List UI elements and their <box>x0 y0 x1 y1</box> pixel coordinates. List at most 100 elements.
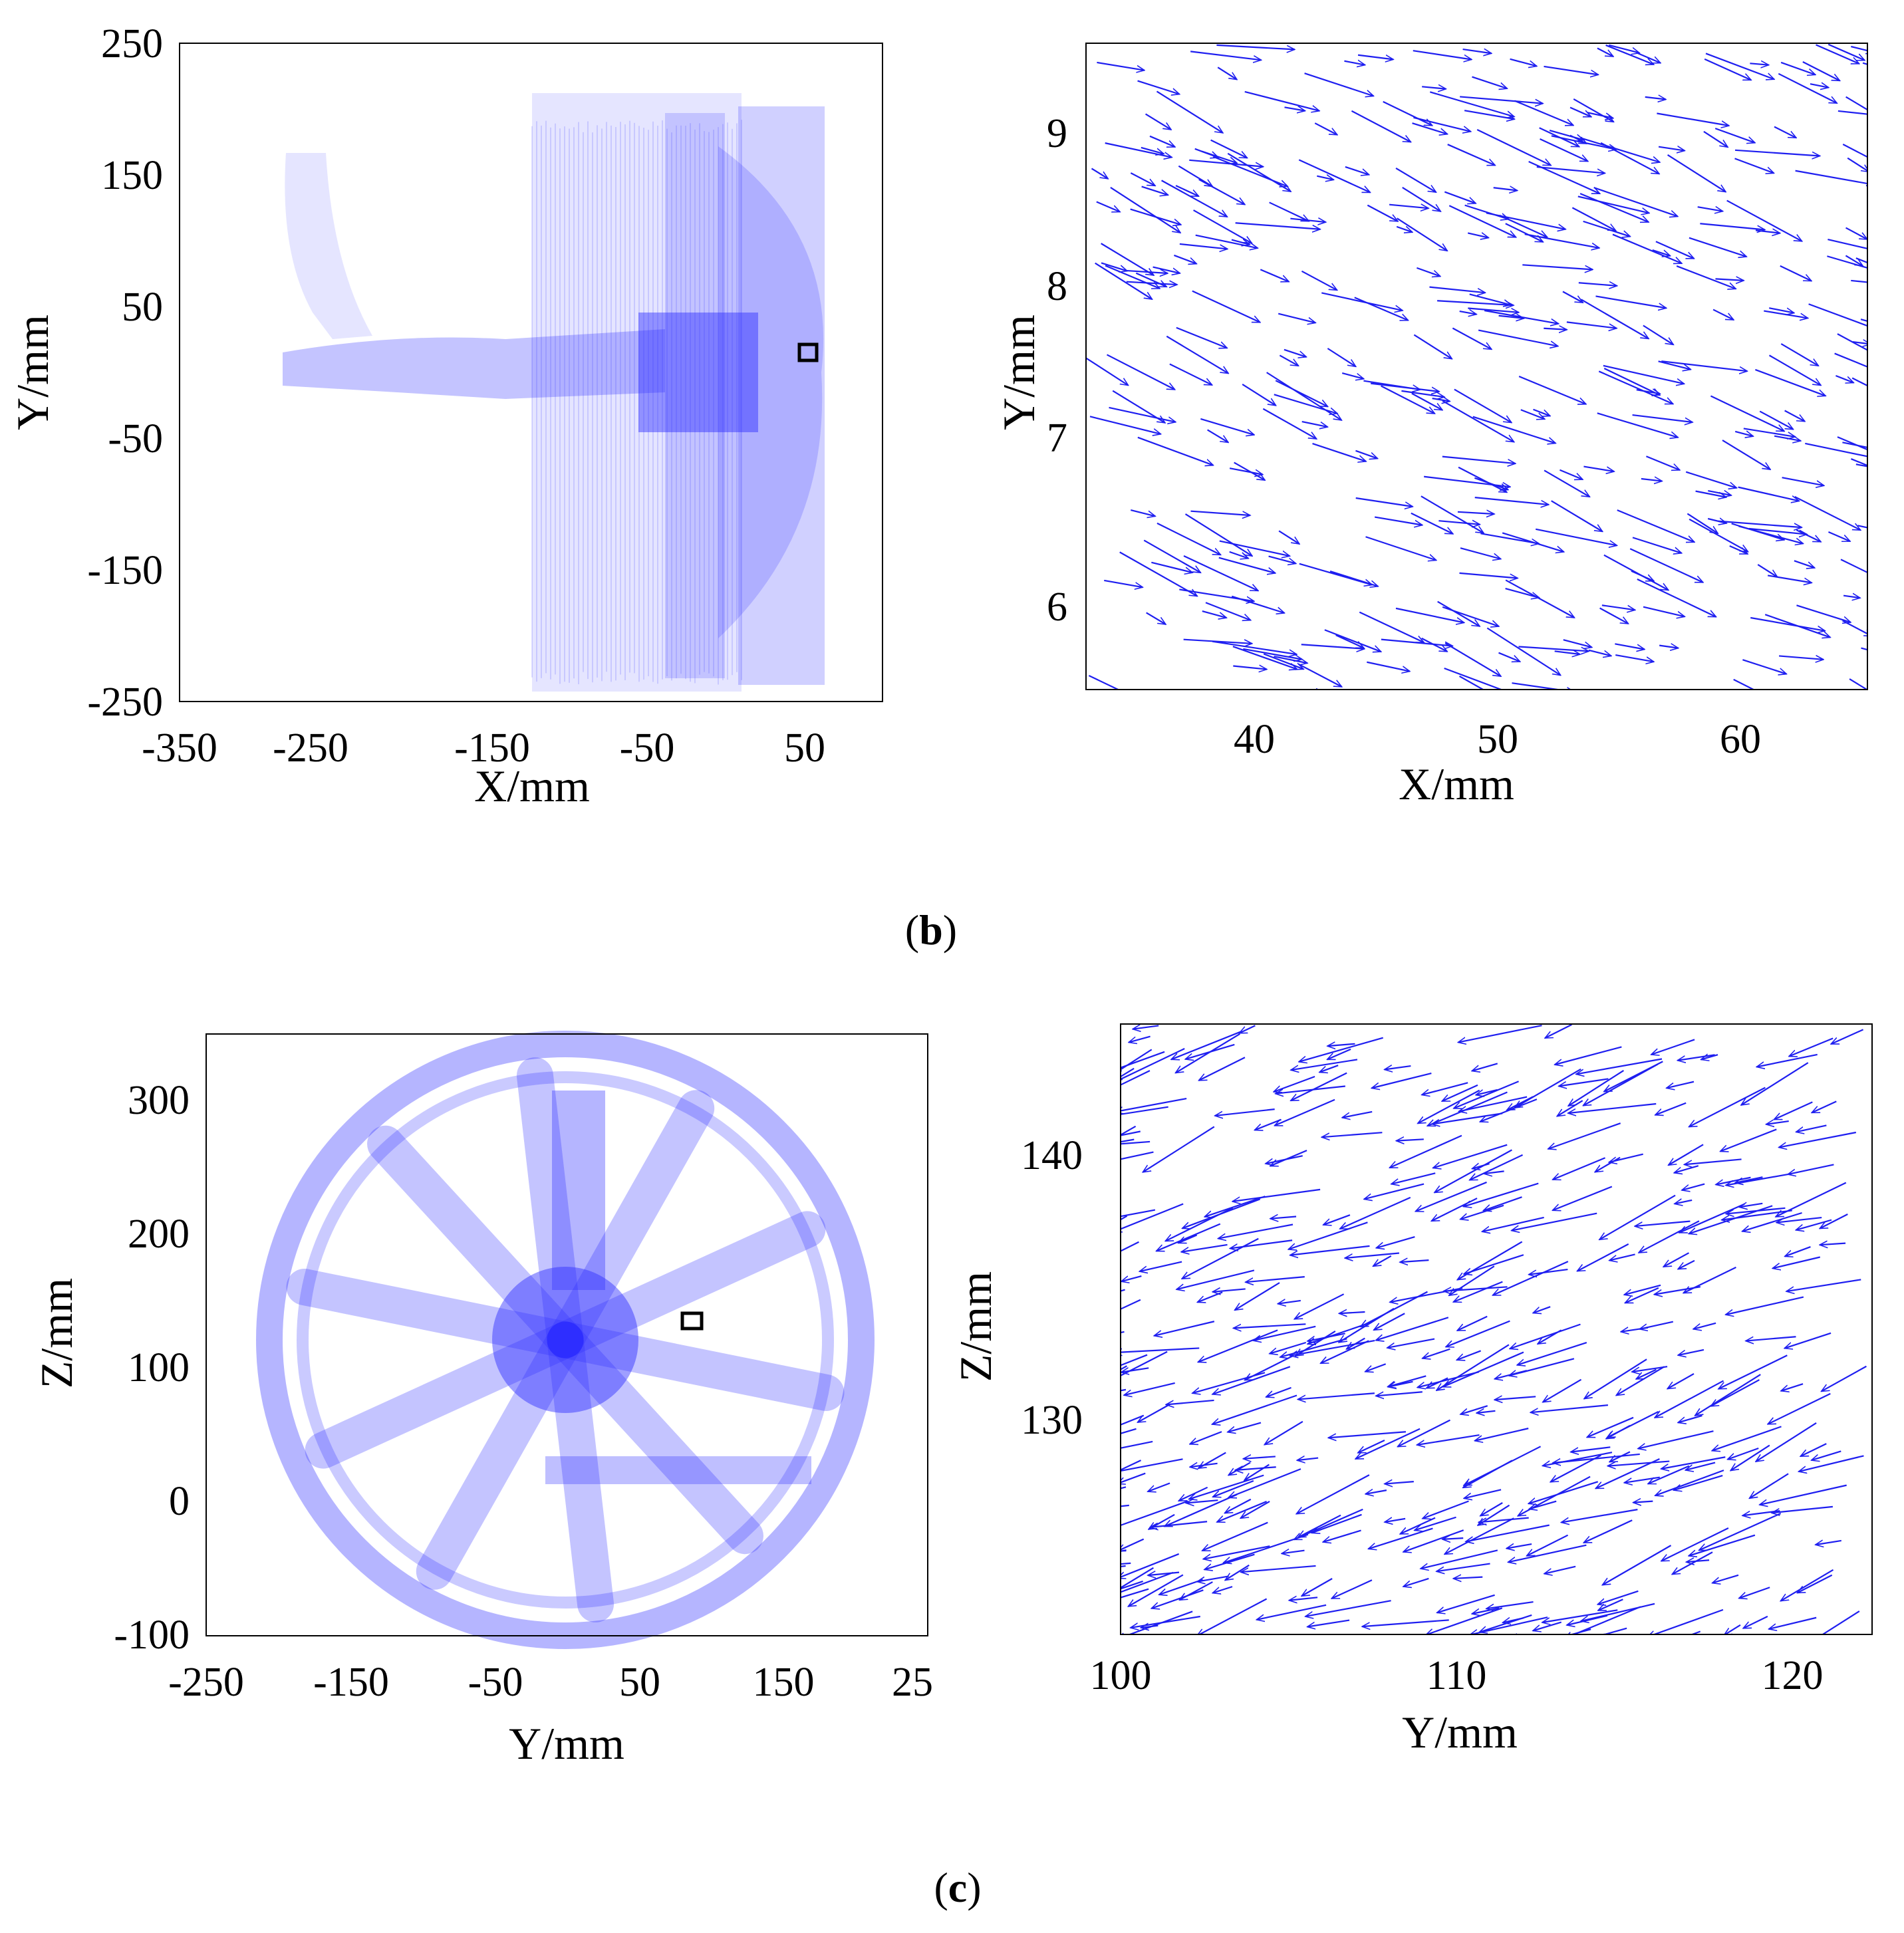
vector-arrow <box>1851 458 1867 467</box>
vector-arrow <box>1855 257 1867 264</box>
vector-arrow <box>1789 1037 1834 1057</box>
vector-arrow <box>1176 1269 1255 1289</box>
vector-arrow <box>1480 1502 1503 1516</box>
vector-arrow <box>1530 1404 1608 1412</box>
cloud-region <box>665 113 725 678</box>
tick-label: 0 <box>169 1479 190 1524</box>
vector-arrow <box>1156 90 1222 132</box>
vector-arrow <box>1192 1372 1266 1393</box>
vector-arrow <box>1225 1564 1250 1581</box>
vector-arrow <box>1192 290 1260 323</box>
vector-arrow <box>1171 1030 1242 1060</box>
vector-arrow <box>1246 1276 1305 1282</box>
tick-label: -50 <box>468 1660 523 1705</box>
vector-arrow <box>1743 1615 1768 1629</box>
vector-arrow <box>1726 199 1802 242</box>
vector-arrow <box>1128 1574 1184 1607</box>
vector-arrow <box>1550 1454 1601 1483</box>
tick-label: 60 <box>1720 717 1761 762</box>
vector-arrow <box>1230 1239 1293 1248</box>
vector-arrow <box>1700 223 1765 229</box>
vector-arrow <box>1321 292 1403 311</box>
vector-arrow <box>1480 1098 1538 1122</box>
vector-arrow <box>1704 58 1751 81</box>
vector-arrow <box>1463 1182 1539 1207</box>
vector-arrow <box>1436 1563 1490 1572</box>
vector-arrow <box>1340 1196 1411 1230</box>
vector-arrow <box>1517 1341 1587 1365</box>
y-ticks: 9 8 7 6 <box>1047 111 1067 630</box>
vector-arrow <box>1437 300 1514 305</box>
vector-arrow <box>1260 269 1289 283</box>
vector-arrow <box>1148 1573 1180 1575</box>
vector-arrow <box>1624 1476 1660 1483</box>
vector-arrow <box>1232 646 1297 669</box>
vector-arrow <box>1593 187 1678 216</box>
vector-arrow <box>1774 126 1796 139</box>
vector-arrow <box>1193 209 1252 243</box>
vector-arrow <box>1602 1545 1672 1585</box>
vector-arrow <box>1328 1431 1407 1438</box>
vector-arrow <box>1228 1422 1262 1432</box>
vector-arrow <box>1411 392 1442 411</box>
tick-label: -150 <box>313 1660 389 1705</box>
vector-arrow <box>1268 555 1296 564</box>
vector-arrow <box>1851 45 1867 53</box>
vector-arrow <box>1137 80 1180 94</box>
vector-arrow <box>1218 557 1276 573</box>
vector-arrow <box>1810 84 1829 87</box>
vector-arrow <box>1411 512 1453 535</box>
vector-arrow <box>1195 234 1258 248</box>
vector-arrow <box>1467 233 1488 237</box>
spoke <box>547 1090 715 1358</box>
vector-arrow <box>1459 572 1518 579</box>
vector-arrow <box>1331 1579 1373 1599</box>
vector-arrow <box>1121 1138 1135 1143</box>
vector-arrow <box>1129 1035 1151 1043</box>
vector-arrow <box>1218 1224 1293 1238</box>
cloud-region <box>738 106 825 685</box>
vector-arrow <box>1828 531 1850 543</box>
vector-arrow <box>1766 1121 1789 1124</box>
vector-arrow <box>1121 1049 1153 1071</box>
chart-c-overview: -250 -150 -50 50 150 25 300 200 100 0 -1… <box>31 1031 933 1769</box>
vector-arrow <box>1219 540 1290 557</box>
vector-arrow <box>1633 1501 1653 1503</box>
vector-arrow <box>1571 207 1615 231</box>
vector-arrow <box>1689 237 1746 257</box>
vector-arrow <box>1655 241 1694 259</box>
vector-arrow <box>1768 354 1821 385</box>
vector-arrow <box>1795 170 1867 185</box>
x-axis-label: Y/mm <box>1402 1707 1518 1757</box>
vector-arrow <box>1397 217 1448 251</box>
vector-arrow <box>1683 1266 1736 1294</box>
vector-arrow <box>1197 1598 1268 1634</box>
plot-frame <box>1085 43 1868 690</box>
vector-arrow <box>1121 1299 1141 1310</box>
vector-arrow <box>1480 533 1539 543</box>
vector-arrow <box>1756 1422 1817 1462</box>
vector-arrow <box>1470 1154 1524 1181</box>
vector-arrow <box>1307 1619 1350 1627</box>
vector-arrow <box>1583 1519 1633 1544</box>
vector-arrow <box>1297 663 1341 688</box>
vector-arrow <box>1189 159 1263 167</box>
vector-arrow <box>1472 416 1556 444</box>
vector-arrow <box>1244 90 1319 111</box>
tick-label: 100 <box>128 1345 190 1390</box>
vector-arrow <box>1121 1051 1165 1071</box>
vector-arrow <box>1131 1615 1200 1628</box>
vector-arrow <box>1357 54 1393 60</box>
vector-arrow <box>1130 172 1155 187</box>
vector-arrow <box>1739 1587 1770 1598</box>
vector-arrow <box>1529 1500 1557 1509</box>
vector-arrow <box>1612 233 1682 264</box>
vector-arrow <box>1658 360 1691 369</box>
vector-arrow <box>1701 1055 1718 1059</box>
vector-arrow <box>1253 1325 1316 1341</box>
vector-arrow <box>1837 333 1867 351</box>
plot-frame <box>1120 1023 1873 1635</box>
vector-arrow <box>1584 1358 1647 1398</box>
vector-arrow <box>1658 147 1685 151</box>
vector-arrow <box>1601 604 1635 610</box>
